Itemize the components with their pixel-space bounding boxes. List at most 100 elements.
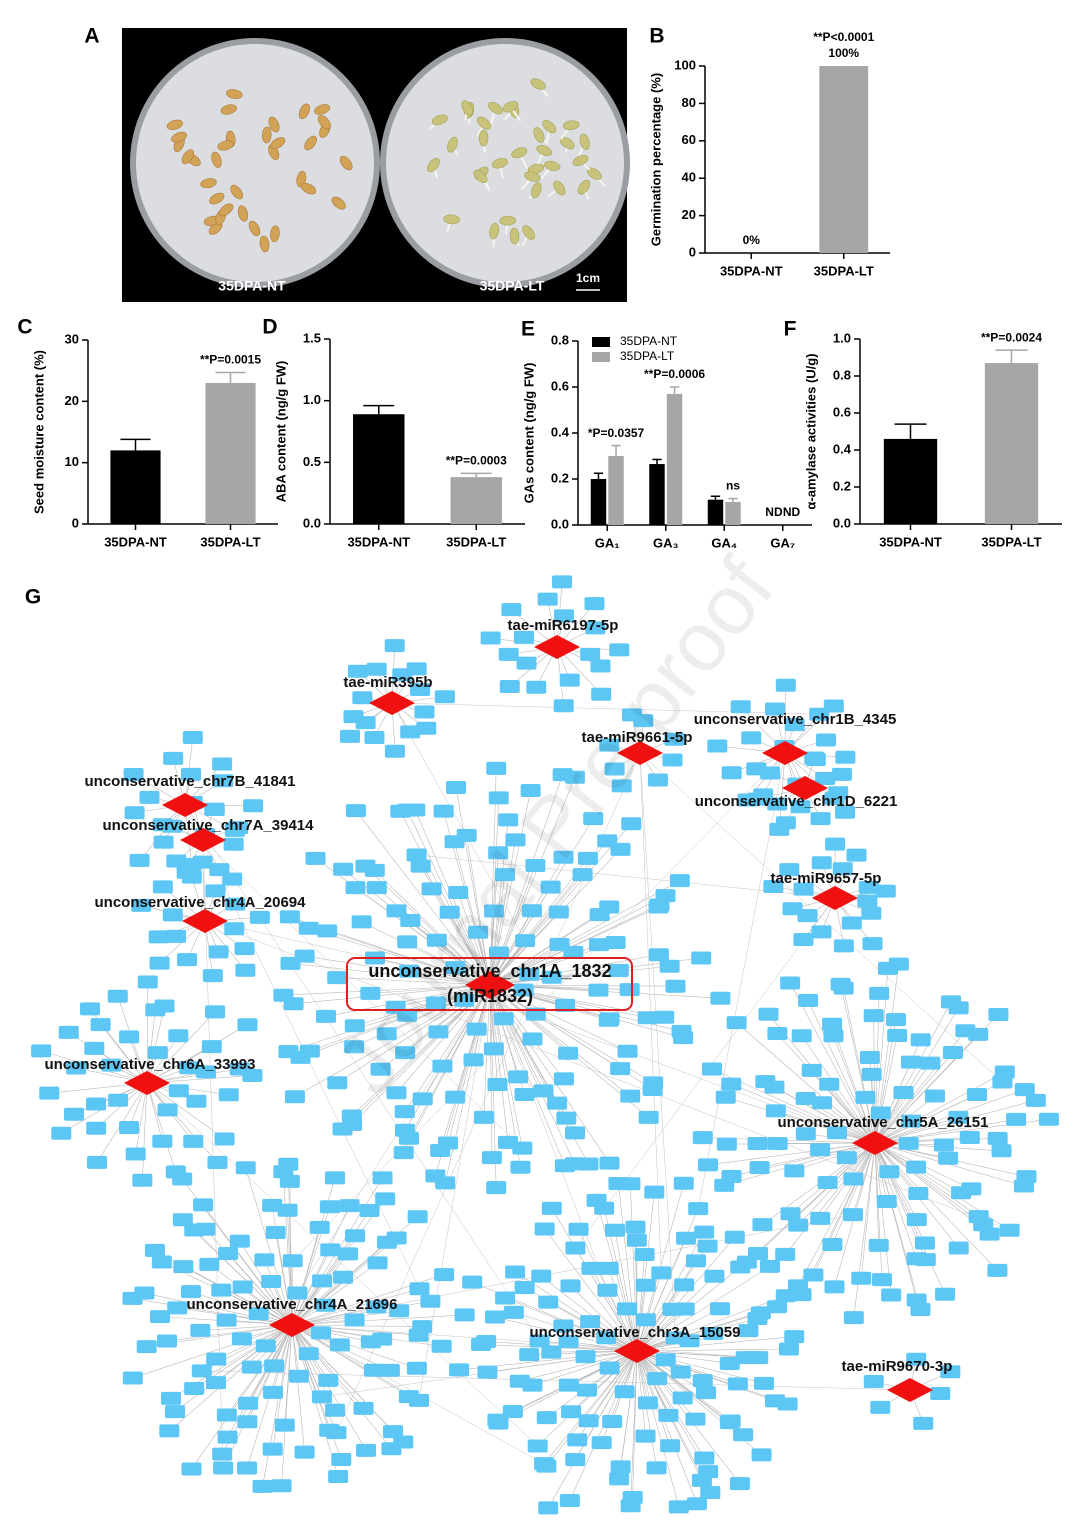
- edge: [146, 1082, 225, 1140]
- target-node: [508, 1070, 529, 1084]
- edge: [724, 1142, 876, 1186]
- target-node: [669, 874, 690, 888]
- y-tick-label: 0: [689, 244, 696, 259]
- target-node: [778, 1342, 799, 1356]
- edge: [874, 1142, 892, 1296]
- edge: [184, 804, 540, 1342]
- target-node: [709, 1302, 730, 1316]
- target-node: [935, 1287, 956, 1301]
- target-node: [421, 882, 442, 896]
- target-node: [428, 1025, 449, 1039]
- target-node: [701, 1062, 722, 1076]
- edge: [833, 1035, 876, 1144]
- target-node: [686, 1497, 707, 1511]
- edge: [630, 1350, 638, 1506]
- seed: [230, 184, 243, 200]
- target-node: [547, 1096, 568, 1110]
- target-node: [692, 1131, 713, 1145]
- target-node: [216, 1313, 237, 1327]
- edge: [843, 988, 876, 1144]
- target-node: [811, 925, 832, 939]
- target-node: [675, 1231, 696, 1245]
- network: tae-miR6197-5ptae-miR395btae-miR9661-5pu…: [31, 575, 1059, 1515]
- seed: [431, 114, 448, 126]
- target-node: [486, 1181, 507, 1195]
- edge: [454, 841, 491, 986]
- edge: [618, 1350, 638, 1479]
- target-node: [414, 705, 435, 719]
- target-node: [412, 1092, 433, 1106]
- target-node: [214, 1132, 235, 1146]
- seed: [553, 180, 566, 196]
- edge: [829, 1084, 876, 1144]
- target-node: [400, 913, 421, 927]
- target-node: [232, 1280, 253, 1294]
- target-node: [318, 1373, 339, 1387]
- target-node: [863, 1375, 884, 1389]
- target-node: [831, 767, 852, 781]
- target-node: [811, 856, 832, 870]
- target-node: [433, 804, 454, 818]
- seed: [478, 129, 489, 147]
- edge: [630, 1183, 638, 1352]
- target-node: [578, 1157, 599, 1171]
- edge: [291, 1253, 349, 1326]
- y-tick-label: 0.8: [833, 367, 851, 382]
- target-node: [727, 1377, 748, 1391]
- target-node: [741, 731, 762, 745]
- x-tick-label: GA₁: [595, 535, 620, 550]
- edge: [543, 1350, 638, 1464]
- target-node: [710, 991, 731, 1005]
- edge: [146, 1011, 216, 1084]
- target-node: [696, 1386, 717, 1400]
- target-node: [767, 797, 788, 811]
- target-node: [514, 1088, 535, 1102]
- annotation: **P=0.0003: [446, 454, 507, 468]
- target-node: [959, 1131, 980, 1145]
- target-node: [605, 936, 626, 950]
- edge: [636, 1350, 705, 1459]
- target-node: [249, 910, 270, 924]
- target-node: [224, 922, 245, 936]
- target-node: [395, 1046, 416, 1060]
- target-node: [599, 738, 620, 752]
- annotation: ns: [726, 479, 740, 493]
- target-node: [870, 1106, 891, 1120]
- x-tick-label: GA₇: [770, 535, 795, 550]
- target-node: [426, 933, 447, 947]
- annotation: **P=0.0006: [644, 367, 705, 381]
- target-node: [237, 1461, 258, 1475]
- target-node: [823, 1029, 844, 1043]
- target-node: [784, 1330, 805, 1344]
- target-node: [522, 1032, 543, 1046]
- target-node: [193, 1198, 214, 1212]
- hub-node: [614, 1339, 660, 1363]
- bar: [590, 479, 607, 525]
- y-tick-label: 0.8: [551, 332, 569, 347]
- seed: [542, 119, 557, 134]
- target-node: [719, 1416, 740, 1430]
- target-node: [1006, 1112, 1027, 1126]
- edge: [840, 984, 876, 1144]
- target-node: [399, 964, 420, 978]
- bar: [450, 477, 502, 524]
- target-node: [265, 1225, 286, 1239]
- edge: [489, 984, 608, 1291]
- edge: [636, 1350, 657, 1468]
- target-node: [775, 1289, 796, 1303]
- edge: [546, 1350, 638, 1467]
- target-node: [598, 1261, 619, 1275]
- edge: [291, 1324, 392, 1449]
- target-node: [132, 1173, 153, 1187]
- target-node: [758, 1007, 779, 1021]
- target-node: [298, 1347, 319, 1361]
- target-node: [454, 1308, 475, 1322]
- target-node: [586, 1193, 607, 1207]
- legend-swatch: [592, 337, 610, 347]
- edge: [489, 874, 506, 986]
- edge: [874, 1142, 979, 1217]
- seed: [237, 205, 249, 222]
- annotation: **P<0.0001: [813, 30, 874, 44]
- seed: [527, 163, 545, 174]
- target-node: [685, 1412, 706, 1426]
